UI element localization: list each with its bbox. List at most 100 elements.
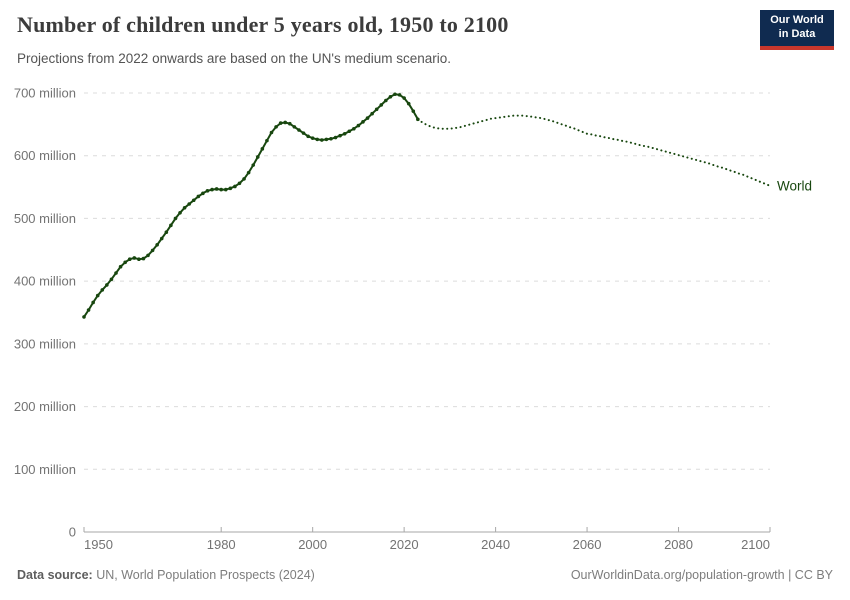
data-point-marker[interactable]	[86, 308, 91, 312]
data-point-marker[interactable]	[223, 187, 228, 192]
data-point-marker[interactable]	[173, 216, 178, 221]
data-point-marker[interactable]	[201, 191, 205, 196]
data-point-marker[interactable]	[260, 147, 265, 151]
data-point-marker[interactable]	[95, 293, 100, 298]
data-point-marker[interactable]	[164, 230, 169, 235]
data-source-text: UN, World Population Prospects (2024)	[92, 568, 315, 582]
data-point-marker[interactable]	[182, 205, 187, 210]
data-point-marker[interactable]	[255, 155, 260, 159]
data-point-marker[interactable]	[242, 177, 246, 181]
data-point-marker[interactable]	[118, 264, 123, 269]
y-axis-tick-label: 500 million	[14, 211, 76, 226]
data-point-marker[interactable]	[210, 187, 214, 192]
data-point-marker[interactable]	[406, 101, 411, 106]
data-point-marker[interactable]	[237, 181, 242, 186]
data-point-marker[interactable]	[397, 93, 402, 97]
data-source-prefix: Data source:	[17, 568, 93, 582]
x-axis-tick-label: 2060	[573, 537, 602, 552]
data-point-marker[interactable]	[169, 223, 173, 228]
data-point-marker[interactable]	[228, 186, 233, 191]
data-point-marker[interactable]	[127, 257, 132, 261]
data-point-marker[interactable]	[233, 184, 237, 189]
x-axis-tick-label: 2040	[481, 537, 510, 552]
x-axis-tick-label: 2080	[664, 537, 693, 552]
data-point-marker[interactable]	[100, 288, 105, 292]
data-point-marker[interactable]	[82, 315, 86, 319]
data-point-marker[interactable]	[214, 187, 219, 191]
data-point-marker[interactable]	[191, 198, 196, 203]
footer-credit-link[interactable]: OurWorldinData.org/population-growth | C…	[570, 568, 833, 582]
data-point-marker[interactable]	[132, 256, 137, 260]
y-axis-tick-label: 0	[69, 525, 76, 540]
data-point-marker[interactable]	[388, 94, 393, 99]
data-point-marker[interactable]	[306, 134, 310, 139]
x-axis-tick-label: 2020	[390, 537, 419, 552]
data-point-marker[interactable]	[150, 248, 155, 253]
chart-footer: Data source: UN, World Population Prospe…	[17, 568, 833, 582]
x-axis-tick-label: 1980	[207, 537, 236, 552]
data-point-marker[interactable]	[329, 136, 333, 141]
data-point-marker[interactable]	[219, 187, 223, 192]
data-point-marker[interactable]	[333, 135, 338, 140]
series-path-estimates[interactable]	[83, 93, 419, 318]
data-point-marker[interactable]	[146, 253, 150, 258]
data-point-marker[interactable]	[91, 300, 95, 305]
data-point-marker[interactable]	[265, 138, 269, 143]
data-point-marker[interactable]	[196, 194, 201, 199]
data-point-marker[interactable]	[155, 242, 159, 247]
data-point-marker[interactable]	[178, 210, 182, 215]
data-point-marker[interactable]	[269, 130, 274, 135]
owid-logo-line1: Our World	[770, 14, 824, 27]
data-point-marker[interactable]	[379, 103, 384, 107]
data-point-marker[interactable]	[370, 111, 374, 116]
series-path-projection[interactable]	[416, 114, 771, 187]
data-point-marker[interactable]	[159, 236, 164, 241]
world-series-label[interactable]: World	[777, 178, 812, 193]
data-point-marker[interactable]	[315, 137, 320, 142]
data-point-marker[interactable]	[310, 136, 315, 140]
data-point-marker[interactable]	[411, 109, 416, 113]
data-point-marker[interactable]	[352, 126, 356, 131]
owid-logo-line2: in Data	[778, 28, 816, 40]
data-point-marker[interactable]	[109, 277, 114, 282]
data-point-marker[interactable]	[105, 283, 109, 287]
data-point-marker[interactable]	[342, 131, 347, 136]
chart-subtitle: Projections from 2022 onwards are based …	[17, 51, 452, 66]
data-point-marker[interactable]	[141, 256, 146, 261]
owid-logo[interactable]: Our World in Data	[760, 10, 834, 50]
y-axis-tick-label: 200 million	[14, 399, 76, 414]
data-point-marker[interactable]	[356, 123, 361, 128]
data-point-marker[interactable]	[292, 125, 297, 129]
data-point-marker[interactable]	[274, 125, 278, 129]
data-point-marker[interactable]	[374, 107, 379, 112]
data-point-marker[interactable]	[361, 120, 365, 124]
data-point-marker[interactable]	[137, 257, 141, 261]
data-point-marker[interactable]	[297, 128, 301, 132]
data-point-marker[interactable]	[338, 133, 342, 138]
data-point-marker[interactable]	[288, 121, 292, 126]
page-title: Number of children under 5 years old, 19…	[17, 12, 509, 37]
data-point-marker[interactable]	[384, 98, 388, 103]
data-point-marker[interactable]	[283, 120, 288, 125]
data-point-marker[interactable]	[320, 138, 324, 142]
data-point-marker[interactable]	[246, 170, 251, 175]
data-point-marker[interactable]	[123, 260, 127, 265]
data-point-marker[interactable]	[187, 202, 191, 206]
data-point-marker[interactable]	[365, 116, 370, 120]
data-point-marker[interactable]	[301, 131, 306, 135]
y-axis-tick-label: 400 million	[14, 274, 76, 289]
data-point-marker[interactable]	[251, 163, 256, 167]
data-source: Data source: UN, World Population Prospe…	[17, 568, 315, 582]
data-point-marker[interactable]	[347, 129, 352, 134]
data-point-marker[interactable]	[402, 96, 406, 100]
data-point-marker[interactable]	[393, 92, 397, 97]
x-axis-tick-label: 1950	[84, 537, 113, 552]
data-point-marker[interactable]	[324, 137, 329, 142]
data-point-marker[interactable]	[205, 189, 210, 193]
data-point-marker[interactable]	[278, 121, 283, 125]
y-axis-tick-label: 300 million	[14, 336, 76, 351]
data-point-marker[interactable]	[114, 271, 118, 275]
y-axis-tick-label: 700 million	[14, 86, 76, 101]
